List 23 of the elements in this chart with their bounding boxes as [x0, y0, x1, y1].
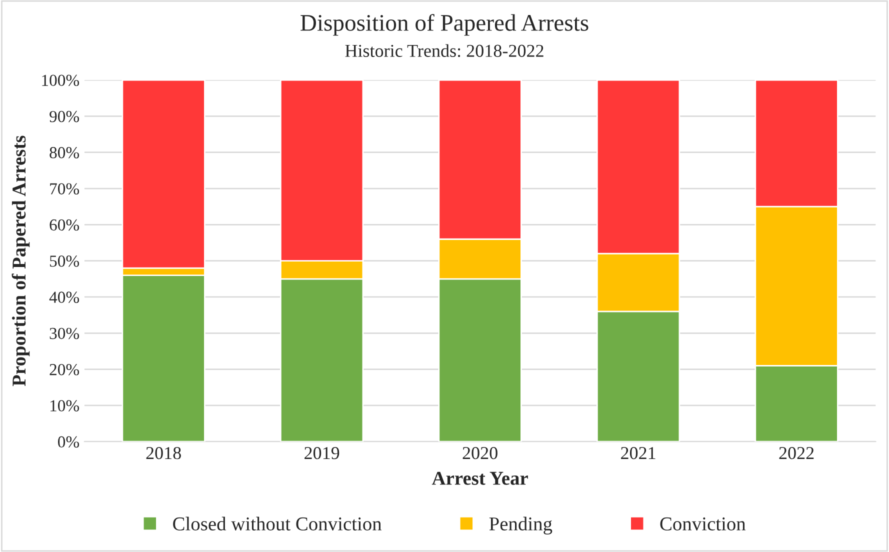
x-tick-label: 2020: [462, 446, 498, 460]
legend-label: Closed without Conviction: [173, 516, 382, 530]
y-tick-label: 100%: [42, 74, 80, 86]
x-tick-label: 2022: [779, 446, 814, 460]
legend-label: Conviction: [660, 517, 746, 530]
y-tick-label: 30%: [50, 328, 80, 340]
y-tick-label: 60%: [50, 219, 80, 231]
x-tick-label: 2019: [304, 446, 340, 460]
y-tick-label: 20%: [50, 364, 80, 376]
y-tick-label: 70%: [50, 183, 80, 195]
y-tick-label: 40%: [49, 292, 80, 303]
y-tick-label: 90%: [50, 110, 80, 122]
chart-subtitle: Historic Trends: 2018-2022: [345, 44, 544, 58]
x-tick-label: 2018: [146, 446, 181, 460]
y-tick-label: 0%: [58, 436, 80, 448]
chart-title: Disposition of Papered Arrests: [300, 14, 588, 36]
x-axis-title: Arrest Year: [432, 472, 528, 485]
legend-label: Pending: [489, 516, 552, 534]
y-tick-label: 80%: [50, 147, 80, 158]
y-axis-title: Proportion of Papered Arrests: [12, 136, 30, 386]
x-tick-label: 2021: [621, 446, 656, 460]
y-tick-label: 10%: [50, 400, 80, 412]
y-tick-label: 50%: [50, 256, 80, 267]
